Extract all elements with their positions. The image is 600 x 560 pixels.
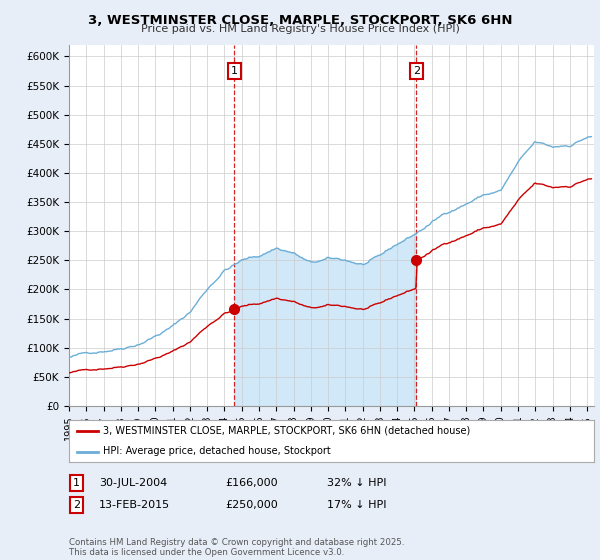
Text: £250,000: £250,000 [225, 500, 278, 510]
Text: HPI: Average price, detached house, Stockport: HPI: Average price, detached house, Stoc… [103, 446, 331, 456]
Text: 13-FEB-2015: 13-FEB-2015 [99, 500, 170, 510]
Text: 32% ↓ HPI: 32% ↓ HPI [327, 478, 386, 488]
Text: Contains HM Land Registry data © Crown copyright and database right 2025.
This d: Contains HM Land Registry data © Crown c… [69, 538, 404, 557]
Text: 30-JUL-2004: 30-JUL-2004 [99, 478, 167, 488]
Text: 3, WESTMINSTER CLOSE, MARPLE, STOCKPORT, SK6 6HN (detached house): 3, WESTMINSTER CLOSE, MARPLE, STOCKPORT,… [103, 426, 470, 436]
Text: 1: 1 [231, 66, 238, 76]
Text: Price paid vs. HM Land Registry's House Price Index (HPI): Price paid vs. HM Land Registry's House … [140, 24, 460, 34]
Text: 2: 2 [413, 66, 420, 76]
Text: 3, WESTMINSTER CLOSE, MARPLE, STOCKPORT, SK6 6HN: 3, WESTMINSTER CLOSE, MARPLE, STOCKPORT,… [88, 14, 512, 27]
Text: 1: 1 [73, 478, 80, 488]
Text: 2: 2 [73, 500, 80, 510]
Text: £166,000: £166,000 [225, 478, 278, 488]
Text: 17% ↓ HPI: 17% ↓ HPI [327, 500, 386, 510]
